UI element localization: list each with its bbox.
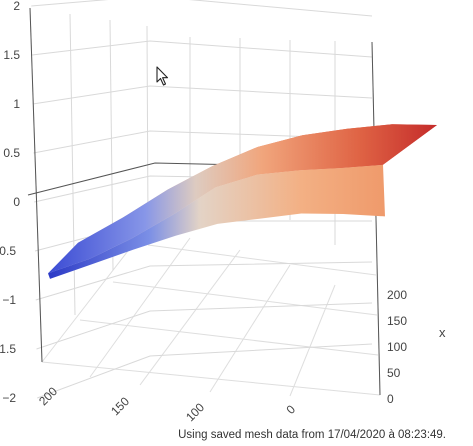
z-tick-label: 1: [13, 97, 20, 111]
x-tick-label: 150: [387, 314, 407, 328]
surface-top-face: [48, 124, 437, 274]
x-tick-label: 200: [387, 288, 407, 302]
z-grid-line: [35, 261, 373, 301]
z-tick-label: 1.5: [3, 48, 20, 62]
y-tick-label: 100: [183, 400, 207, 424]
z-grid-line: [33, 130, 373, 154]
y-axis-ticks: 100 150 200 0: [36, 384, 298, 424]
surface-front-face: [48, 164, 385, 279]
z-tick-label: 2: [13, 0, 20, 13]
z-grid-line: [37, 343, 373, 399]
z-grid-line: [31, 40, 373, 58]
z-tick-label: 0: [13, 195, 20, 209]
z-axis-ticks: −2 −1.5 −1 −0.5 0 0.5 1 1.5 2: [0, 0, 20, 405]
z-tick-label: −1.5: [0, 342, 16, 356]
y-tick-label: 150: [108, 394, 132, 418]
floor-grid: [41, 224, 381, 397]
z-grid-line: [31, 0, 373, 17]
mesh-surface[interactable]: [48, 124, 437, 279]
mouse-pointer-icon: [156, 66, 169, 86]
y-tick-label: 200: [36, 384, 60, 408]
z-grid-line: [32, 85, 373, 105]
x-axis-ticks: 0 50 100 150 200: [387, 288, 407, 406]
x-tick-label: 0: [387, 392, 394, 406]
left-wall-grid: [29, 7, 149, 363]
x-tick-label: 50: [387, 366, 401, 380]
z-tick-label: −2: [2, 391, 16, 405]
status-message: Using saved mesh data from 17/04/2020 à …: [178, 429, 446, 441]
x-axis-title: x: [439, 325, 446, 340]
z-tick-label: −0.5: [0, 244, 16, 258]
z-grid-line: [36, 302, 373, 350]
x-tick-label: 100: [387, 340, 407, 354]
y-tick-label: 0: [283, 402, 298, 417]
z-tick-label: 0.5: [3, 146, 20, 160]
z-tick-label: −1: [2, 293, 16, 307]
